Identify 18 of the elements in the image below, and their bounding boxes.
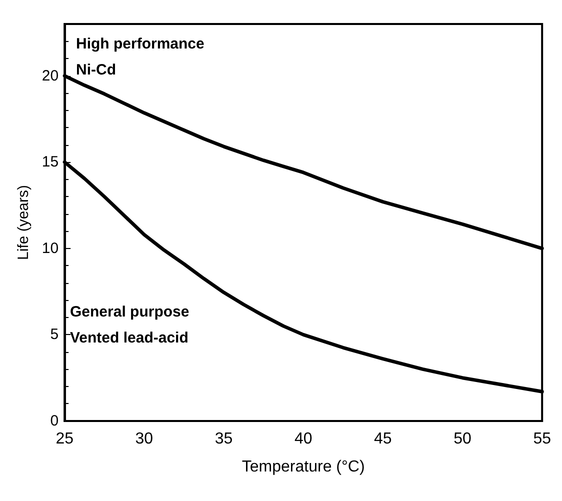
annotation: High performance xyxy=(76,36,204,52)
x-tick-label: 55 xyxy=(533,430,552,448)
y-tick-label: 5 xyxy=(50,326,59,344)
y-tick-label: 10 xyxy=(42,240,59,257)
x-tick-label: 45 xyxy=(374,430,392,448)
x-tick-label: 40 xyxy=(294,430,312,448)
annotation: Vented lead-acid xyxy=(70,330,188,346)
x-tick-label: 50 xyxy=(454,430,472,448)
y-tick-label: 15 xyxy=(42,154,59,171)
x-tick-label: 25 xyxy=(56,430,74,448)
y-tick-label: 0 xyxy=(50,412,59,430)
y-tick-label: 20 xyxy=(42,67,59,84)
x-tick-label: 35 xyxy=(214,430,233,448)
annotation: General purpose xyxy=(70,304,190,320)
annotation: Ni-Cd xyxy=(76,62,116,78)
x-tick-label: 30 xyxy=(135,430,154,448)
y-axis-title: Life (years) xyxy=(15,184,32,260)
x-axis-title: Temperature (°C) xyxy=(242,458,365,476)
